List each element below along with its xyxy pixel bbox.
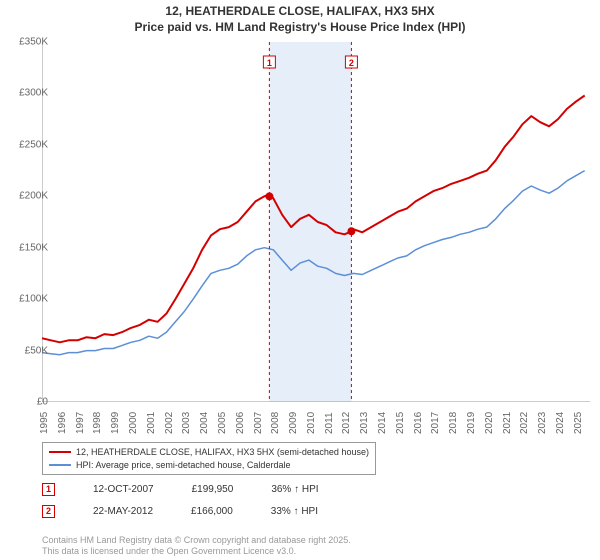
sale-row: 1 12-OCT-2007 £199,950 36% ↑ HPI — [42, 483, 319, 496]
x-tick-label: 2001 — [146, 412, 157, 434]
x-tick-label: 2002 — [164, 412, 175, 434]
x-tick-label: 2005 — [217, 412, 228, 434]
legend-label: 12, HEATHERDALE CLOSE, HALIFAX, HX3 5HX … — [76, 446, 369, 459]
x-tick-label: 2015 — [395, 412, 406, 434]
sale-delta: 36% ↑ HPI — [271, 484, 318, 495]
sale-row: 2 22-MAY-2012 £166,000 33% ↑ HPI — [42, 505, 318, 518]
price-chart: 12 — [42, 42, 590, 402]
sale-price: £166,000 — [191, 506, 233, 517]
x-tick-label: 2014 — [377, 412, 388, 434]
x-tick-label: 1995 — [39, 412, 50, 434]
x-tick-label: 2025 — [573, 412, 584, 434]
x-tick-label: 2007 — [253, 412, 264, 434]
x-tick-label: 2021 — [502, 412, 513, 434]
svg-text:2: 2 — [349, 58, 354, 68]
x-tick-label: 2019 — [466, 412, 477, 434]
title-line-2: Price paid vs. HM Land Registry's House … — [0, 20, 600, 36]
x-tick-label: 1999 — [110, 412, 121, 434]
x-tick-label: 1996 — [57, 412, 68, 434]
x-tick-label: 2009 — [288, 412, 299, 434]
x-tick-label: 2024 — [555, 412, 566, 434]
y-tick-label: £250K — [2, 139, 48, 150]
x-tick-label: 2010 — [306, 412, 317, 434]
legend-item: HPI: Average price, semi-detached house,… — [49, 459, 369, 472]
y-tick-label: £0 — [2, 397, 48, 408]
x-tick-label: 2016 — [413, 412, 424, 434]
legend-label: HPI: Average price, semi-detached house,… — [76, 459, 290, 472]
x-tick-label: 2022 — [519, 412, 530, 434]
legend-item: 12, HEATHERDALE CLOSE, HALIFAX, HX3 5HX … — [49, 446, 369, 459]
sale-date: 22-MAY-2012 — [93, 506, 153, 517]
attribution-line: This data is licensed under the Open Gov… — [42, 546, 351, 557]
x-tick-label: 2011 — [324, 412, 335, 434]
sale-marker: 1 — [42, 483, 55, 496]
x-tick-label: 1998 — [92, 412, 103, 434]
x-tick-label: 2012 — [341, 412, 352, 434]
legend: 12, HEATHERDALE CLOSE, HALIFAX, HX3 5HX … — [42, 442, 376, 475]
x-tick-label: 2023 — [537, 412, 548, 434]
x-tick-label: 2018 — [448, 412, 459, 434]
y-tick-label: £150K — [2, 242, 48, 253]
x-tick-label: 2013 — [359, 412, 370, 434]
x-tick-label: 2003 — [181, 412, 192, 434]
sale-delta: 33% ↑ HPI — [271, 506, 318, 517]
sale-marker: 2 — [42, 505, 55, 518]
x-tick-label: 2004 — [199, 412, 210, 434]
sale-price: £199,950 — [192, 484, 234, 495]
y-tick-label: £100K — [2, 294, 48, 305]
y-tick-label: £50K — [2, 345, 48, 356]
x-tick-label: 2020 — [484, 412, 495, 434]
title-line-1: 12, HEATHERDALE CLOSE, HALIFAX, HX3 5HX — [0, 4, 600, 20]
y-tick-label: £350K — [2, 37, 48, 48]
x-tick-label: 2006 — [235, 412, 246, 434]
svg-text:1: 1 — [267, 58, 272, 68]
x-tick-label: 1997 — [75, 412, 86, 434]
x-tick-label: 2008 — [270, 412, 281, 434]
attribution: Contains HM Land Registry data © Crown c… — [42, 535, 351, 557]
x-tick-label: 2017 — [430, 412, 441, 434]
attribution-line: Contains HM Land Registry data © Crown c… — [42, 535, 351, 546]
y-tick-label: £300K — [2, 88, 48, 99]
sale-date: 12-OCT-2007 — [93, 484, 154, 495]
x-tick-label: 2000 — [128, 412, 139, 434]
y-tick-label: £200K — [2, 191, 48, 202]
